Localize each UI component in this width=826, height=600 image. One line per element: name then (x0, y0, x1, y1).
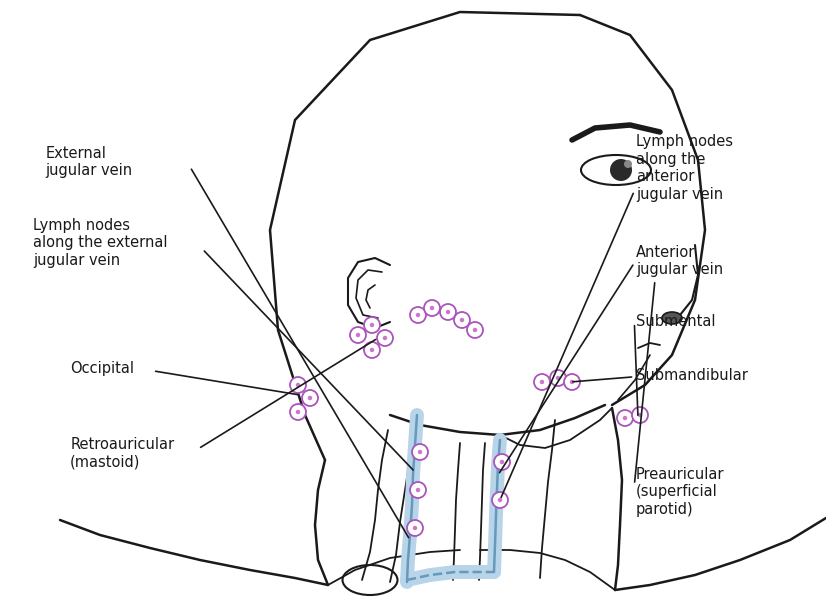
Text: Preauricular
(superficial
parotid): Preauricular (superficial parotid) (636, 467, 724, 517)
Circle shape (290, 404, 306, 420)
Text: Anterior
jugular vein: Anterior jugular vein (636, 245, 723, 277)
Circle shape (617, 410, 633, 426)
Circle shape (382, 336, 387, 340)
Circle shape (415, 313, 420, 317)
Text: Lymph nodes
along the external
jugular vein: Lymph nodes along the external jugular v… (33, 218, 168, 268)
Circle shape (500, 460, 504, 464)
Circle shape (415, 488, 420, 492)
Circle shape (308, 396, 312, 400)
Ellipse shape (662, 312, 682, 324)
Circle shape (370, 323, 374, 327)
Circle shape (424, 300, 440, 316)
Circle shape (440, 304, 456, 320)
Text: Occipital: Occipital (70, 361, 134, 377)
Circle shape (412, 444, 428, 460)
Circle shape (290, 377, 306, 393)
Circle shape (570, 380, 574, 384)
Text: Retroauricular
(mastoid): Retroauricular (mastoid) (70, 437, 174, 469)
Circle shape (638, 413, 643, 417)
Circle shape (534, 374, 550, 390)
Circle shape (296, 383, 300, 387)
Circle shape (539, 380, 544, 384)
Circle shape (364, 317, 380, 333)
Circle shape (498, 498, 502, 502)
Circle shape (350, 327, 366, 343)
Circle shape (413, 526, 417, 530)
Circle shape (454, 312, 470, 328)
Circle shape (407, 520, 423, 536)
Text: External
jugular vein: External jugular vein (45, 146, 132, 178)
Ellipse shape (610, 159, 632, 181)
Circle shape (370, 348, 374, 352)
Circle shape (302, 390, 318, 406)
Circle shape (632, 407, 648, 423)
Text: Submandibular: Submandibular (636, 367, 748, 383)
Circle shape (364, 342, 380, 358)
Circle shape (377, 330, 393, 346)
Circle shape (472, 328, 477, 332)
Circle shape (460, 318, 464, 322)
Circle shape (410, 482, 426, 498)
Circle shape (550, 370, 566, 386)
Circle shape (556, 376, 560, 380)
Circle shape (492, 492, 508, 508)
Circle shape (356, 333, 360, 337)
Circle shape (418, 450, 422, 454)
Circle shape (467, 322, 483, 338)
Circle shape (430, 306, 434, 310)
Circle shape (446, 310, 450, 314)
Text: Submental: Submental (636, 313, 715, 329)
Circle shape (623, 416, 627, 420)
Circle shape (410, 307, 426, 323)
Circle shape (494, 454, 510, 470)
Ellipse shape (624, 160, 632, 168)
Circle shape (564, 374, 580, 390)
Text: Lymph nodes
along the
anterior
jugular vein: Lymph nodes along the anterior jugular v… (636, 134, 733, 202)
Circle shape (296, 410, 300, 414)
